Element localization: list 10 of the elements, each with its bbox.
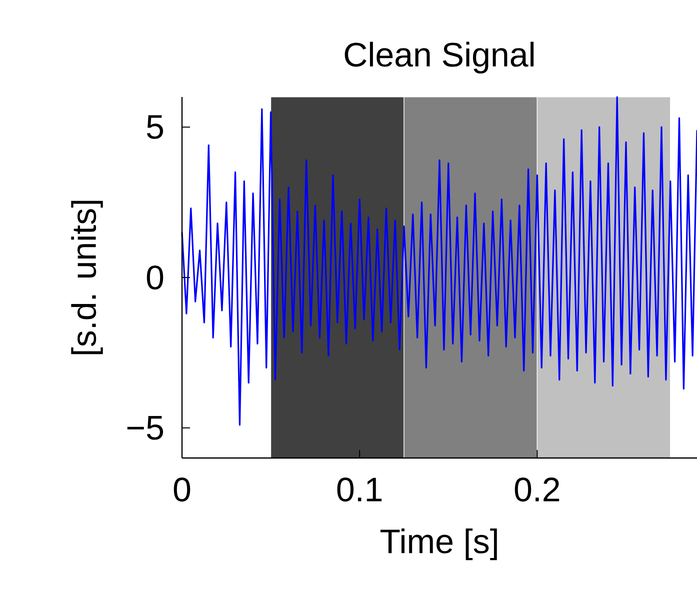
- x-tick-label: 0: [174, 478, 190, 502]
- x-axis-title: Time [s]: [380, 528, 497, 560]
- y-axis-title: [s.d. units]: [71, 200, 103, 354]
- y-tick-label: 5: [146, 115, 164, 139]
- y-tick-label: 0: [146, 265, 164, 290]
- x-tick-label: 0.2: [514, 478, 560, 502]
- x-tick-label: 0.1: [337, 478, 382, 502]
- line-series: [181, 96, 697, 426]
- chart-title: Clean Signal: [344, 42, 534, 74]
- y-tick-label: −5: [127, 416, 164, 440]
